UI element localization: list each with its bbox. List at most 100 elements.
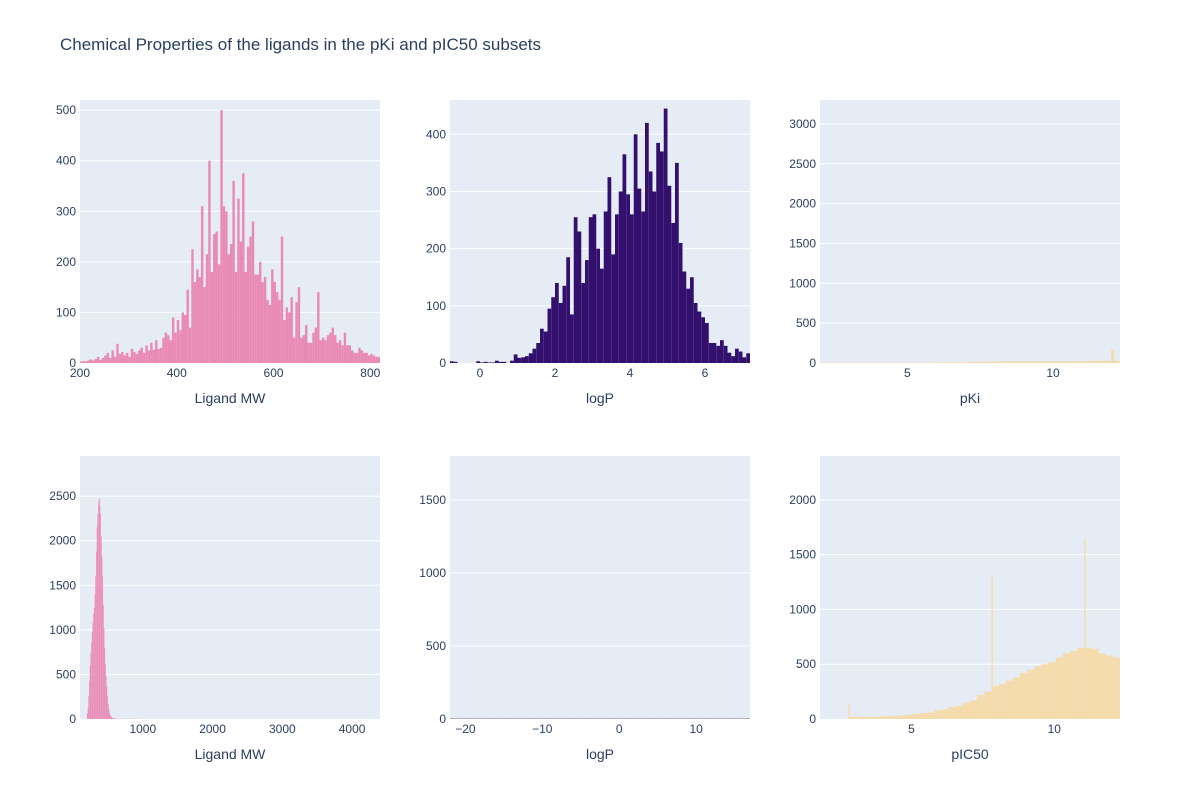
histogram-bar — [290, 297, 293, 363]
histogram-bar — [135, 353, 139, 363]
histogram-bar — [249, 236, 252, 363]
histogram-bar — [256, 274, 260, 363]
histogram-bar — [450, 361, 454, 363]
y-tick-label: 500 — [426, 639, 446, 653]
histogram-bar — [731, 356, 735, 363]
histogram-bar — [1102, 653, 1105, 719]
histogram-bar — [959, 362, 963, 363]
histogram-bar — [370, 353, 373, 363]
histogram-bar — [105, 663, 106, 719]
histogram-bar — [928, 712, 930, 719]
y-tick-label: 1000 — [789, 602, 816, 616]
histogram-bar — [907, 714, 909, 719]
histogram-bar — [108, 709, 110, 719]
histogram-bar — [1101, 653, 1103, 719]
histogram-bar — [917, 714, 919, 719]
y-tick-label: 1500 — [49, 578, 76, 592]
histogram-bar — [671, 222, 675, 363]
histogram-bar — [1099, 361, 1103, 363]
histogram-bar — [1126, 660, 1127, 719]
histogram-bar — [1008, 680, 1010, 719]
histogram-bar — [1127, 662, 1128, 719]
histogram-bar — [895, 715, 898, 719]
histogram-bar — [1150, 669, 1151, 719]
histogram-bar — [1001, 683, 1003, 719]
histogram-bar — [1047, 664, 1049, 719]
histogram-bar — [667, 185, 672, 363]
histogram-bar — [355, 352, 359, 363]
histogram-bar — [411, 362, 413, 363]
histogram-bar — [331, 327, 335, 363]
histogram-bar — [1082, 361, 1086, 363]
histogram-bar — [981, 694, 983, 719]
histogram-bar — [924, 712, 926, 719]
histogram-bar — [205, 254, 209, 363]
histogram-bar — [1087, 647, 1089, 719]
histogram-bar — [109, 357, 112, 363]
histogram-bar — [312, 332, 315, 363]
histogram-bar — [1133, 662, 1134, 719]
histogram-bar — [851, 716, 853, 719]
histogram-bar — [1029, 361, 1033, 363]
histogram-bars — [86, 497, 138, 719]
histogram-bar — [1097, 648, 1099, 719]
x-tick-label: 10 — [1046, 366, 1060, 380]
histogram-bar — [169, 340, 172, 363]
histogram-bar — [573, 217, 578, 363]
histogram-bar — [80, 361, 83, 363]
histogram-bar — [956, 362, 960, 363]
histogram-bar — [433, 362, 435, 363]
histogram-bar — [902, 715, 905, 719]
histogram-bar — [1124, 660, 1125, 719]
histogram-bar — [570, 314, 574, 363]
histogram-bar — [363, 352, 366, 363]
histogram-bar — [1140, 664, 1141, 719]
histogram-bar — [622, 154, 627, 363]
histogram-bar — [871, 716, 873, 719]
histogram-bar — [1070, 361, 1074, 363]
y-tick-label: 0 — [809, 356, 816, 370]
histogram-bar — [1196, 360, 1199, 363]
histogram-bar — [874, 716, 876, 719]
histogram-bar — [701, 317, 705, 363]
histogram-bar — [268, 304, 272, 363]
histogram-bar — [251, 221, 255, 363]
histogram-bar — [103, 628, 105, 719]
histogram-bar — [1081, 647, 1083, 719]
histogram-bar — [106, 352, 110, 363]
y-tick-label: 0 — [439, 712, 446, 726]
histogram-bar — [592, 214, 597, 363]
histogram-bar — [708, 342, 713, 363]
histogram-bar — [980, 361, 984, 363]
histogram-bar — [513, 354, 518, 363]
histogram-bar — [1187, 360, 1190, 363]
histogram-bar — [1137, 664, 1138, 719]
histogram-bar — [300, 337, 303, 363]
histogram-bar — [765, 362, 769, 363]
histogram-bar — [867, 716, 869, 719]
histogram-bar — [1006, 361, 1010, 363]
histogram-bar — [521, 357, 525, 363]
histogram-bars — [80, 110, 435, 363]
histogram-bar — [915, 714, 918, 719]
histogram-bar — [392, 360, 394, 363]
histogram-bar — [860, 716, 862, 719]
histogram-bar — [964, 702, 966, 719]
histogram-bar — [431, 361, 433, 363]
histogram-bar — [1161, 360, 1164, 363]
histogram-bar — [945, 709, 948, 719]
histogram-bar — [1111, 349, 1115, 363]
histogram-bar — [171, 317, 175, 363]
histogram-bar — [912, 714, 915, 719]
histogram-bar — [1178, 360, 1181, 363]
histogram-bar — [225, 211, 228, 363]
histogram-bar — [1100, 653, 1102, 719]
histogram-bar — [1146, 361, 1149, 363]
histogram-bar — [1146, 666, 1147, 719]
histogram-bar — [329, 332, 332, 363]
histogram-bar — [104, 647, 106, 719]
histogram-bar — [939, 362, 943, 363]
histogram-bar — [1015, 361, 1019, 363]
histogram-bar — [346, 345, 349, 363]
histogram-bar — [932, 712, 935, 719]
